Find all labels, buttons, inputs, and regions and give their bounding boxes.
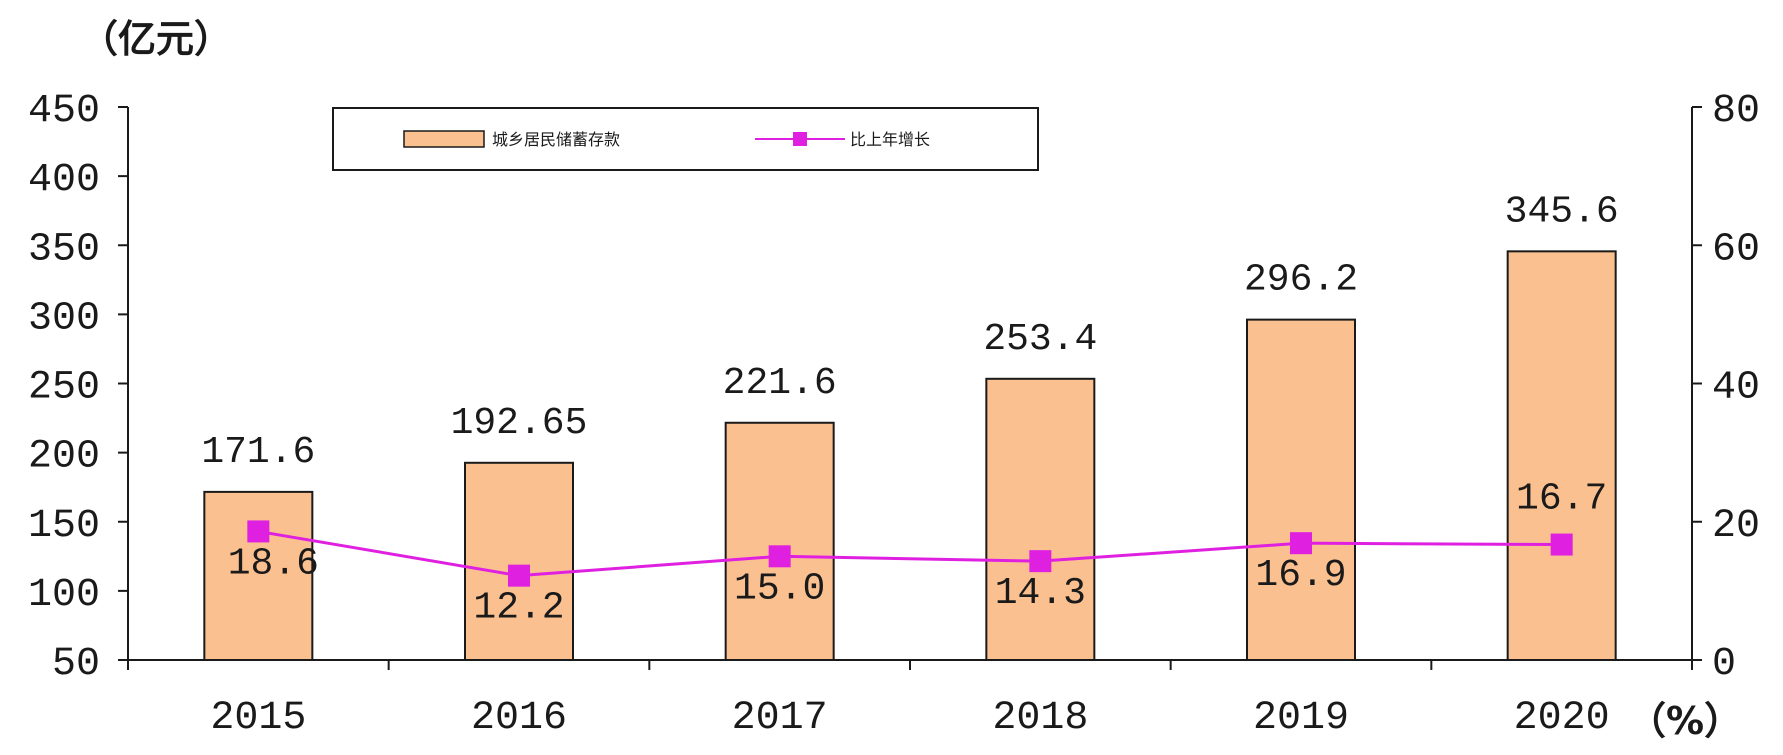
bar-value-label: 221.6 [723, 362, 837, 405]
bar [985, 377, 1096, 661]
x-axis-tick-label: 2018 [992, 696, 1088, 741]
left-axis-tick-label: 250 [28, 366, 100, 411]
line-marker [768, 545, 791, 568]
x-axis-tick-label: 2017 [732, 696, 828, 741]
bar-series [203, 250, 1617, 661]
line-marker [1550, 533, 1573, 556]
left-axis-tick-label: 50 [52, 642, 100, 687]
right-axis-unit: （%） [1628, 699, 1742, 743]
bar-value-label: 171.6 [201, 431, 315, 474]
growth-value-label: 14.3 [995, 572, 1086, 615]
legend-bar-swatch [403, 130, 485, 148]
bar-value-label: 345.6 [1505, 190, 1619, 233]
bar-value-label: 296.2 [1244, 259, 1358, 302]
x-axis-tick-label: 2019 [1253, 696, 1349, 741]
left-axis-tick-label: 200 [28, 435, 100, 480]
right-axis-tick-label: 40 [1712, 366, 1760, 411]
bar [724, 421, 835, 661]
axes: 50 100 150 200 250 300 350 400 450 0 20 40 60 80 2015 2… [28, 89, 1760, 741]
bar-value-label: 253.4 [983, 318, 1097, 361]
growth-value-label: 16.7 [1516, 478, 1607, 521]
left-axis-tick-label: 450 [28, 89, 100, 134]
data-labels: 171.6 192.65 221.6 253.4 296.2 345.6 18.6 12.2 1… [201, 190, 1618, 629]
growth-value-label: 18.6 [228, 542, 319, 585]
left-axis-unit: （亿元） [80, 17, 232, 61]
left-axis-tick-label: 400 [28, 158, 100, 203]
growth-value-label: 15.0 [734, 567, 825, 610]
growth-value-label: 16.9 [1255, 554, 1346, 597]
bar [464, 461, 574, 661]
left-axis-tick-label: 150 [28, 504, 100, 549]
right-axis-tick-label: 80 [1712, 89, 1760, 134]
bar [203, 490, 314, 661]
x-axis-tick-label: 2016 [471, 696, 567, 741]
line-marker [247, 520, 270, 543]
bar [1506, 250, 1617, 661]
right-axis-tick-label: 0 [1712, 642, 1736, 687]
line-marker [1290, 532, 1312, 555]
growth-value-label: 12.2 [473, 587, 564, 630]
legend-bar-label: 城乡居民储蓄存款 [492, 130, 620, 149]
legend-line-marker [793, 132, 807, 146]
x-axis-tick-label: 2015 [210, 696, 306, 741]
legend: 城乡居民储蓄存款 比上年增长 [332, 107, 1039, 171]
right-axis-tick-label: 20 [1712, 504, 1760, 549]
right-axis-tick-label: 60 [1712, 227, 1760, 272]
growth-line [258, 529, 1562, 578]
left-axis-tick-label: 300 [28, 296, 100, 341]
line-series [247, 520, 1573, 587]
left-axis-tick-label: 100 [28, 573, 100, 618]
line-marker [508, 564, 530, 587]
legend-line-label: 比上年增长 [850, 130, 930, 149]
line-marker [1029, 550, 1052, 573]
x-axis-tick-label: 2020 [1514, 696, 1610, 741]
bar [1246, 318, 1356, 661]
bar-value-label: 192.65 [451, 402, 588, 445]
left-axis-tick-label: 350 [28, 227, 100, 272]
